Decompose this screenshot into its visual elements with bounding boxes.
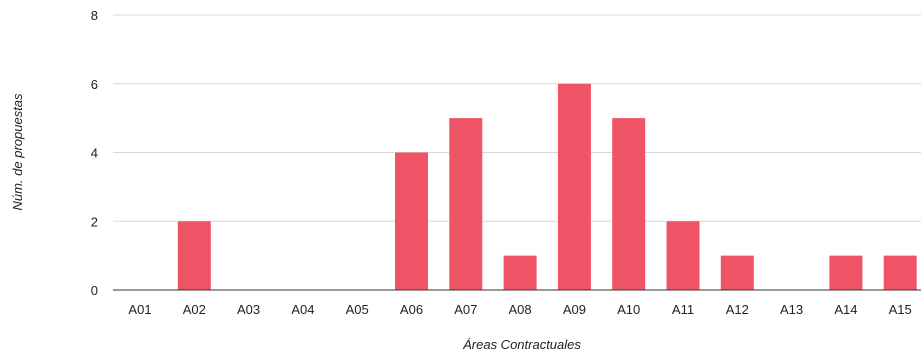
- y-tick-label: 4: [91, 146, 98, 161]
- x-tick-label: A07: [454, 302, 477, 317]
- x-tick-label: A11: [672, 302, 694, 317]
- bar-a09[interactable]: [557, 83, 591, 290]
- bar-a12[interactable]: [720, 255, 754, 290]
- x-tick-label: A04: [291, 302, 314, 317]
- gridlines: [113, 14, 921, 222]
- bars: [177, 83, 917, 291]
- y-tick-label: 2: [91, 214, 98, 229]
- x-tick-label: A03: [237, 302, 260, 317]
- bar-a10[interactable]: [612, 118, 646, 290]
- x-tick-label: A06: [400, 302, 423, 317]
- bar-a15[interactable]: [883, 255, 917, 290]
- x-tick-label: A12: [726, 302, 749, 317]
- x-tick-label: A01: [128, 302, 151, 317]
- x-tick-label: A02: [183, 302, 206, 317]
- x-axis-title: Áreas Contractuales: [462, 337, 581, 352]
- y-tick-label: 6: [91, 77, 98, 92]
- y-tick-label: 0: [91, 283, 98, 298]
- y-tick-labels: 0 2 4 6 8: [91, 8, 98, 298]
- bar-a06[interactable]: [395, 152, 428, 291]
- x-tick-label: A13: [780, 302, 803, 317]
- bar-a07[interactable]: [449, 118, 483, 290]
- x-tick-label: A10: [617, 302, 640, 317]
- bar-a11[interactable]: [666, 221, 700, 290]
- x-tick-label: A09: [563, 302, 586, 317]
- y-tick-label: 8: [91, 8, 98, 23]
- bar-a08[interactable]: [503, 255, 537, 290]
- y-axis-title: Núm. de propuestas: [10, 93, 25, 211]
- x-tick-label: A05: [346, 302, 369, 317]
- x-tick-label: A08: [509, 302, 532, 317]
- x-tick-label: A15: [889, 302, 912, 317]
- x-tick-label: A14: [834, 302, 857, 317]
- bar-a14[interactable]: [829, 255, 863, 290]
- bar-a02[interactable]: [177, 221, 211, 290]
- x-tick-labels: A01 A02 A03 A04 A05 A06 A07 A08 A09 A10 A11 A12 A13 A…: [128, 302, 911, 317]
